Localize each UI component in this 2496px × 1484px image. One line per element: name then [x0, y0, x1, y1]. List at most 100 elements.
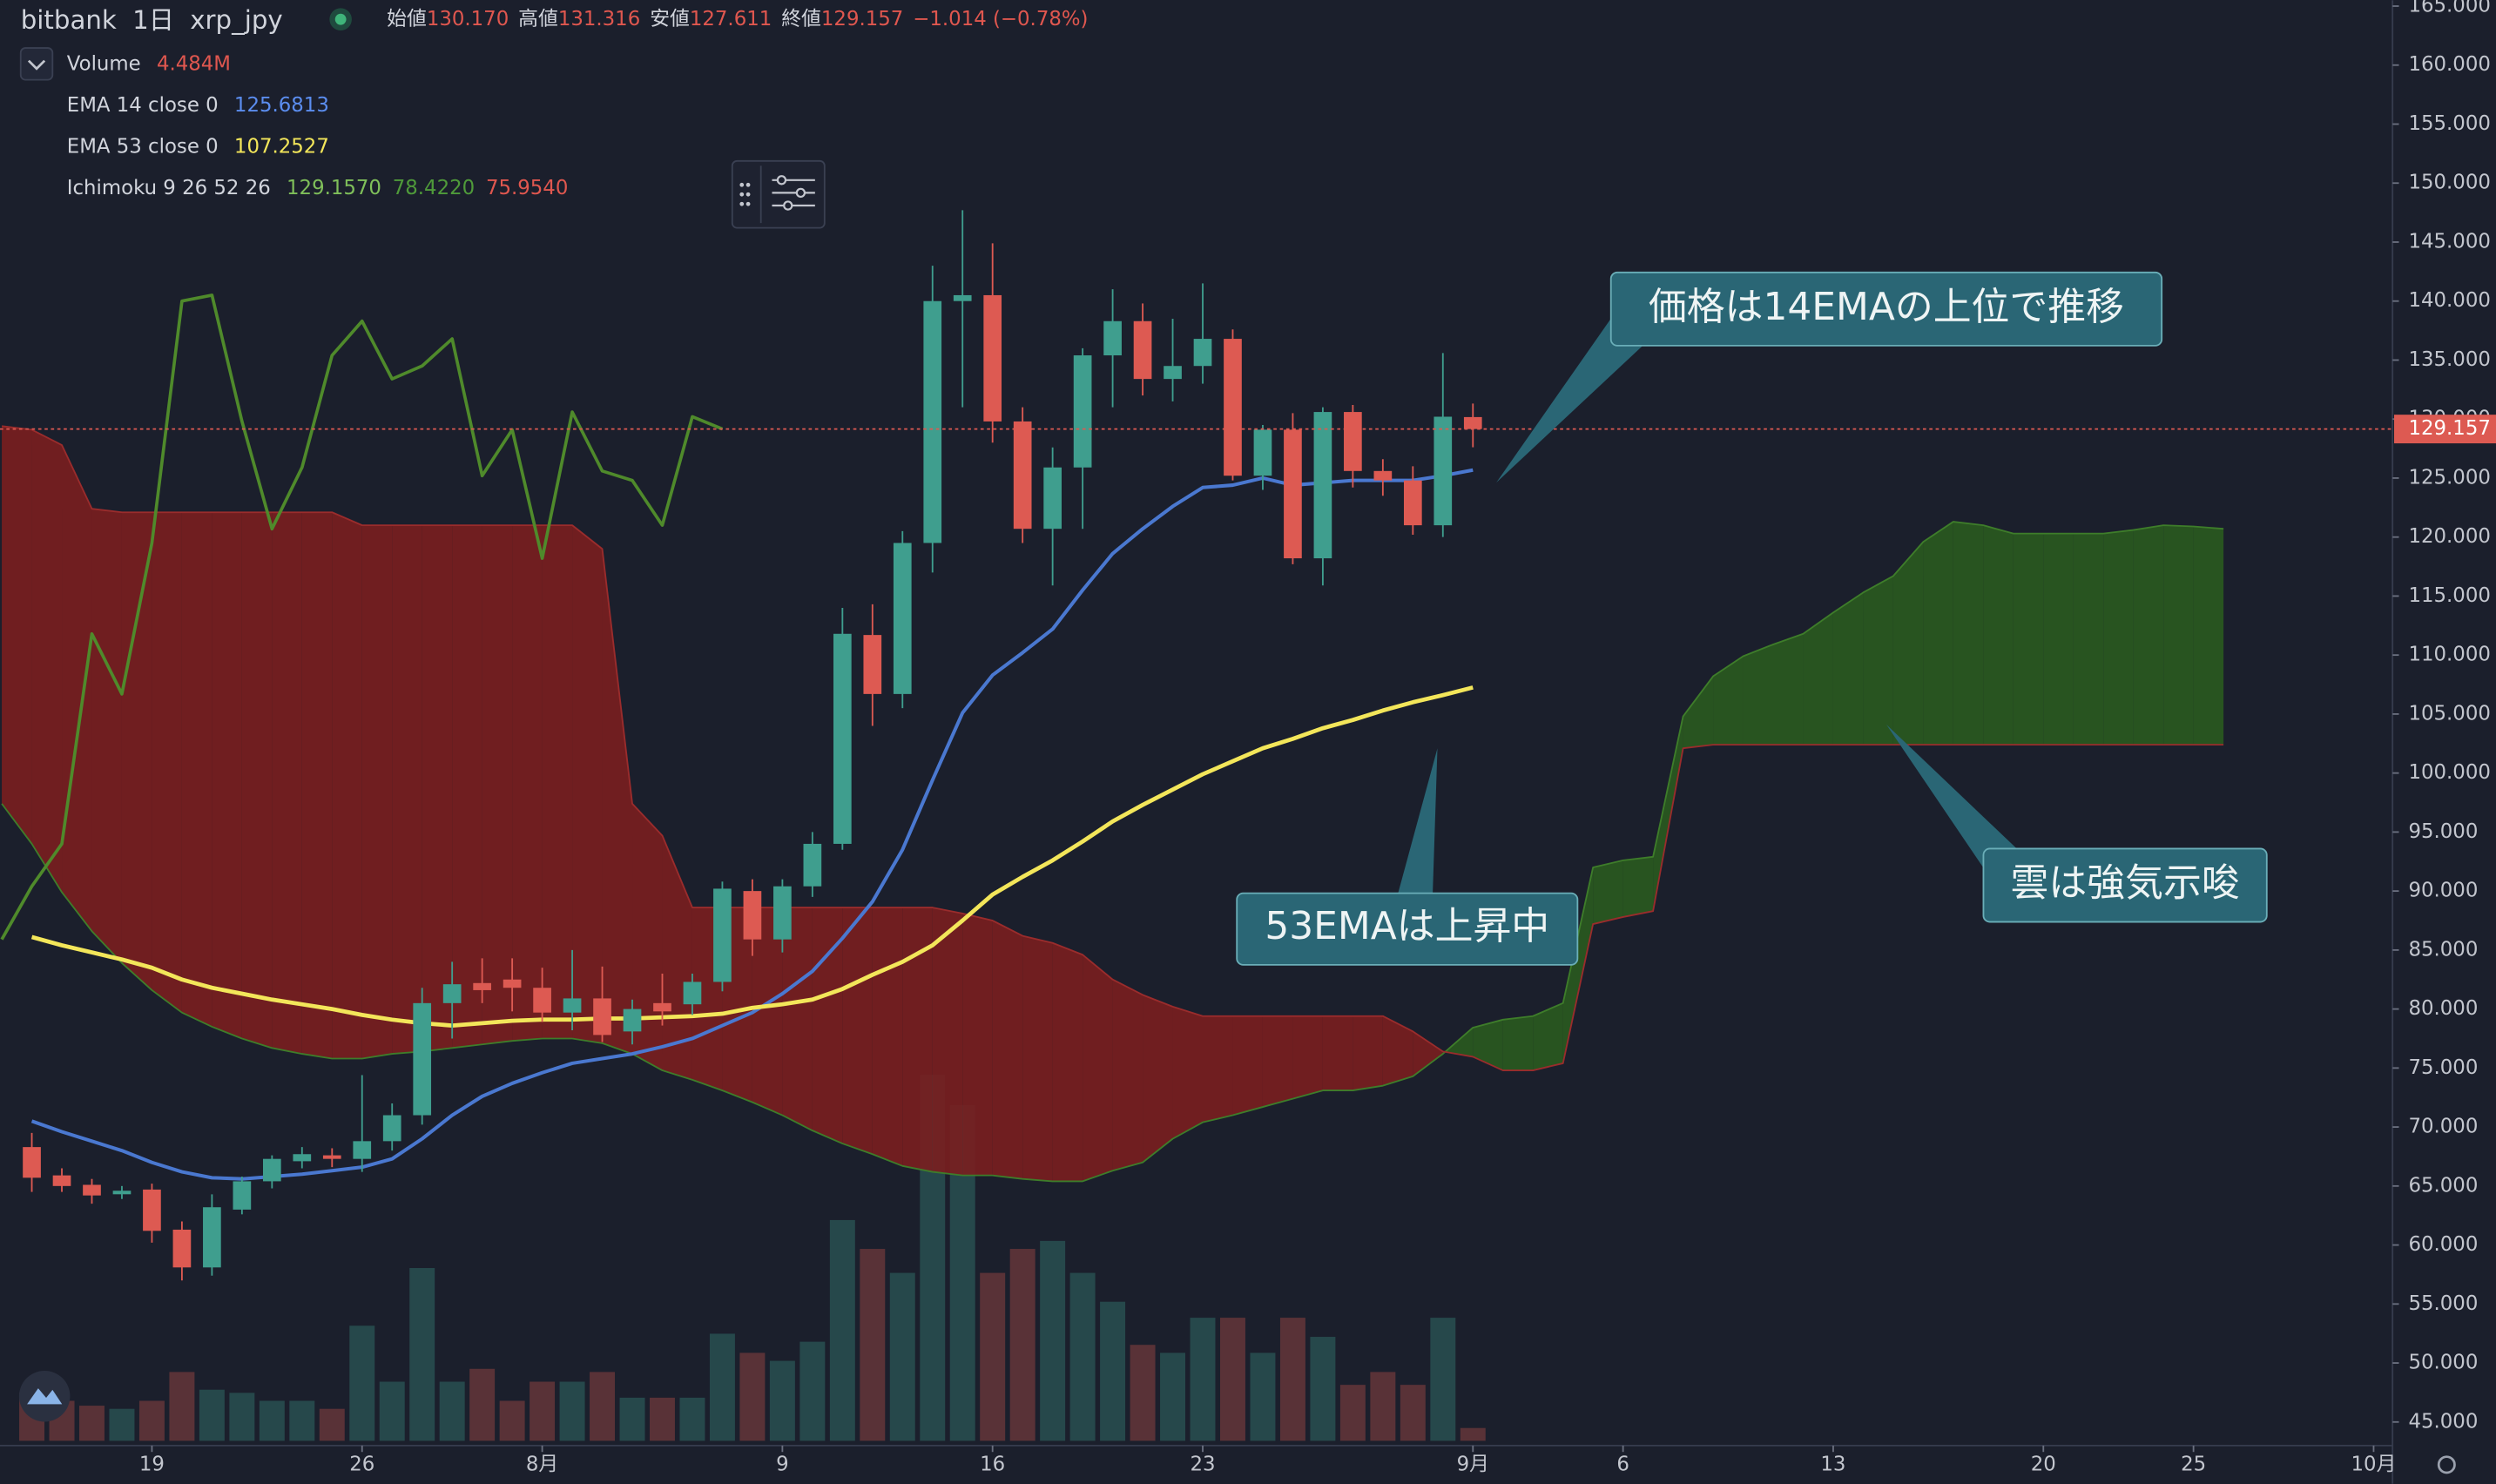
cloud-segment — [241, 512, 273, 1049]
ema53-value: 107.2527 — [234, 135, 329, 158]
legend-volume: Volume 4.484M — [67, 52, 231, 75]
volume-bar — [409, 1268, 435, 1441]
candle-body — [923, 300, 942, 543]
interval: 1日 — [132, 5, 174, 35]
cloud-segment — [992, 920, 1023, 1179]
cloud-segment — [1832, 592, 1864, 745]
cloud-segment — [1713, 656, 1744, 745]
cloud-segment — [932, 907, 963, 1176]
candle-body — [983, 294, 1002, 422]
open-label: 始値 — [387, 8, 427, 30]
cloud-segment — [962, 913, 993, 1176]
lead2-line — [1, 425, 2224, 1071]
exchange: bitbank — [21, 5, 117, 35]
lagging-value: 129.1570 — [287, 176, 381, 199]
legend-ema14: EMA 14 close 0 125.6813 — [67, 93, 329, 116]
high-value: 131.316 — [558, 8, 640, 30]
x-tick-label: 25 — [2181, 1453, 2206, 1475]
cloud-segment — [1292, 1015, 1323, 1099]
volume-layer — [19, 1075, 1486, 1441]
cloud-segment — [1562, 867, 1594, 1063]
candle-body — [1224, 339, 1242, 476]
candle-body — [233, 1181, 252, 1210]
cloud-segment — [1083, 954, 1113, 1182]
y-tick-label: 150.000 — [2408, 172, 2490, 194]
cloud-segment — [422, 525, 453, 1052]
volume-bar — [1009, 1249, 1036, 1441]
x-tick-label: 16 — [980, 1453, 1005, 1475]
annotation-box — [1236, 892, 1579, 966]
cloud-segment — [1445, 1027, 1474, 1057]
candle-body — [503, 979, 522, 988]
close-value: 129.157 — [821, 8, 903, 30]
candle-body — [1193, 339, 1212, 367]
volume-bar — [1310, 1337, 1336, 1441]
cloud-segment — [1232, 1015, 1263, 1116]
close-label: 終値 — [781, 8, 821, 30]
x-tick-label: 23 — [1190, 1453, 1215, 1475]
cloud-segment — [1172, 1006, 1204, 1139]
candle-body — [1103, 320, 1122, 356]
price-label: 129.157 — [2408, 417, 2490, 440]
cloud-segment — [1923, 522, 1953, 745]
volume-bar — [1190, 1318, 1216, 1441]
floating-toolbar[interactable] — [731, 159, 826, 229]
volume-bar — [109, 1408, 135, 1441]
volume-bar — [499, 1400, 525, 1441]
y-tick-label: 70.000 — [2408, 1116, 2478, 1138]
cloud-segment — [1653, 716, 1683, 912]
cloud-segment — [1322, 1015, 1353, 1091]
cloud-segment — [1953, 522, 1984, 745]
cloud-segment — [2013, 533, 2044, 745]
settings-gear[interactable] — [2437, 1455, 2456, 1474]
cloud-segment — [332, 512, 362, 1059]
candle-body — [1344, 412, 1362, 471]
volume-bar — [1100, 1301, 1126, 1441]
y-tick-label: 65.000 — [2408, 1174, 2478, 1197]
cloud-layer — [2, 426, 2224, 1182]
logo-icon — [27, 1388, 63, 1405]
cloud-segment — [62, 445, 92, 932]
y-tick-label: 120.000 — [2408, 525, 2490, 548]
volume-bar — [349, 1325, 375, 1441]
volume-bar — [860, 1249, 886, 1441]
cloud-segment — [1203, 1015, 1233, 1123]
legend-ichimoku: Ichimoku 9 26 52 26 129.1570 78.4220 75.954… — [67, 176, 569, 199]
candle-body — [473, 982, 491, 990]
annotation: 雲は強気示唆 — [1885, 724, 2268, 923]
candle-body — [442, 984, 462, 1003]
open-value: 130.170 — [427, 8, 509, 30]
collapse-button[interactable] — [19, 47, 54, 81]
candle-body — [293, 1154, 312, 1162]
volume-bar — [1430, 1318, 1456, 1441]
collapse-icon — [27, 59, 46, 71]
volume-bar — [769, 1360, 795, 1441]
candle-body — [1463, 416, 1482, 429]
lead2-value: 75.9540 — [486, 176, 568, 199]
settings-icon — [772, 175, 815, 211]
cloud-segment — [452, 525, 482, 1049]
x-tick-label: 6 — [1616, 1453, 1629, 1475]
volume-bar — [379, 1381, 405, 1441]
status-dot — [334, 13, 347, 25]
x-tick-label: 20 — [2031, 1453, 2056, 1475]
lead1-value: 78.4220 — [393, 176, 475, 199]
cloud-segment — [1143, 995, 1173, 1163]
cloud-segment — [2163, 525, 2194, 745]
volume-bar — [259, 1400, 285, 1441]
annotation-pointer — [1496, 318, 1643, 483]
y-tick-label: 85.000 — [2408, 938, 2478, 961]
cloud-segment — [1533, 1002, 1563, 1071]
candles-layer — [23, 210, 1482, 1281]
cloud-segment — [1743, 644, 1774, 745]
y-tick-label: 140.000 — [2408, 289, 2490, 312]
candle-body — [623, 1008, 642, 1032]
ema-line — [30, 685, 1474, 1028]
cloud-segment — [1863, 576, 1893, 745]
cloud-segment — [1502, 1015, 1534, 1071]
candle-body — [1434, 416, 1453, 526]
toolbar-box — [731, 159, 826, 229]
x-tick-label: 9 — [776, 1453, 789, 1475]
